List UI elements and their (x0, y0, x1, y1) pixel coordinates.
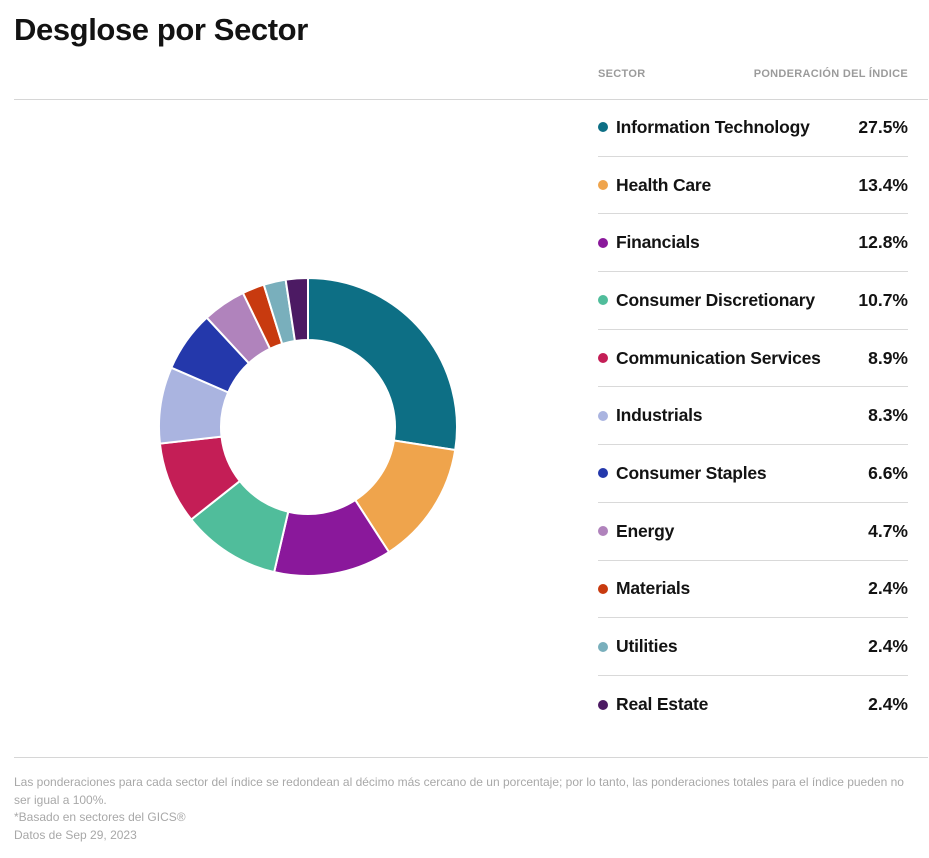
sector-color-dot (598, 410, 608, 421)
table-row: Communication Services 8.9% (598, 330, 908, 388)
table-row-label-group: Real Estate (598, 694, 708, 715)
table-row: Utilities 2.4% (598, 618, 908, 676)
sector-weight: 2.4% (868, 694, 908, 715)
table-row-label-group: Consumer Staples (598, 462, 767, 484)
sector-color-dot (598, 295, 608, 306)
footnote-rounding: Las ponderaciones para cada sector del í… (14, 775, 904, 807)
table-row-label-group: Utilities (598, 636, 678, 657)
sector-color-dot (598, 180, 608, 191)
table-row: Energy 4.7% (598, 503, 908, 561)
sector-color-dot (598, 468, 608, 479)
sector-weight: 27.5% (858, 116, 908, 137)
page-title: Desglose por Sector (14, 12, 308, 47)
sector-name: Information Technology (616, 116, 810, 137)
col-header-sector: SECTOR (598, 68, 646, 80)
sector-weight: 10.7% (858, 289, 908, 310)
table-header-row: SECTOR PONDERACIÓN DEL ÍNDICE (598, 68, 908, 99)
sector-weight: 8.3% (868, 405, 908, 426)
table-row: Industrials 8.3% (598, 387, 908, 446)
table-body: Information Technology 27.5% Health Care 13… (598, 99, 908, 734)
table-row: Information Technology 27.5% (598, 99, 908, 157)
sector-color-dot (598, 699, 608, 710)
table-row: Financials 12.8% (598, 214, 908, 273)
table-row: Materials 2.4% (598, 561, 908, 619)
table-row-label-group: Information Technology (598, 117, 810, 138)
donut-segment-information-technology (307, 276, 458, 452)
footnote-date: Datos de Sep 29, 2023 (14, 827, 137, 842)
sector-weight: 8.9% (868, 347, 908, 368)
sector-color-dot (598, 122, 608, 133)
table-row-label-group: Materials (598, 578, 690, 599)
table-row-label-group: Health Care (598, 175, 711, 196)
header-divider (14, 99, 928, 100)
sector-weight: 2.4% (868, 578, 908, 599)
footnotes: Las ponderaciones para cada sector del í… (14, 774, 919, 844)
table-row-label-group: Consumer Discretionary (598, 290, 815, 311)
footer-divider (14, 757, 928, 758)
sector-name: Health Care (616, 174, 712, 195)
donut-svg (158, 276, 458, 577)
sector-donut-chart (88, 207, 528, 647)
sector-name: Utilities (616, 636, 678, 657)
table-row: Consumer Discretionary 10.7% (598, 272, 908, 330)
sector-name: Real Estate (616, 694, 709, 715)
sector-name: Materials (616, 578, 691, 599)
table-row-label-group: Industrials (598, 405, 702, 426)
sector-weight: 6.6% (868, 462, 908, 483)
col-header-weight: PONDERACIÓN DEL ÍNDICE (753, 68, 908, 80)
sector-name: Consumer Discretionary (616, 289, 815, 310)
table-row-label-group: Communication Services (598, 348, 821, 369)
sector-name: Energy (616, 520, 675, 541)
sector-color-dot (598, 583, 608, 594)
table-row-label-group: Energy (598, 521, 674, 542)
table-row: Real Estate 2.4% (598, 676, 908, 734)
sector-weight-table: SECTOR PONDERACIÓN DEL ÍNDICE Informatio… (598, 68, 908, 734)
sector-name: Consumer Staples (616, 462, 767, 483)
sector-name: Communication Services (616, 347, 821, 368)
table-row: Consumer Staples 6.6% (598, 445, 908, 503)
footnote-gics: *Basado en sectores del GICS® (14, 810, 186, 824)
sector-color-dot (598, 353, 608, 364)
sector-name: Financials (616, 232, 700, 253)
sector-color-dot (598, 641, 608, 652)
sector-color-dot (598, 237, 608, 248)
table-row-label-group: Financials (598, 232, 700, 253)
sector-color-dot (598, 526, 608, 537)
donut-segment-real-estate (284, 276, 309, 343)
sector-name: Industrials (616, 405, 703, 426)
sector-weight: 13.4% (858, 174, 908, 195)
sector-weight: 12.8% (858, 232, 908, 253)
sector-weight: 4.7% (868, 520, 908, 541)
table-row: Health Care 13.4% (598, 157, 908, 215)
sector-weight: 2.4% (868, 636, 908, 657)
